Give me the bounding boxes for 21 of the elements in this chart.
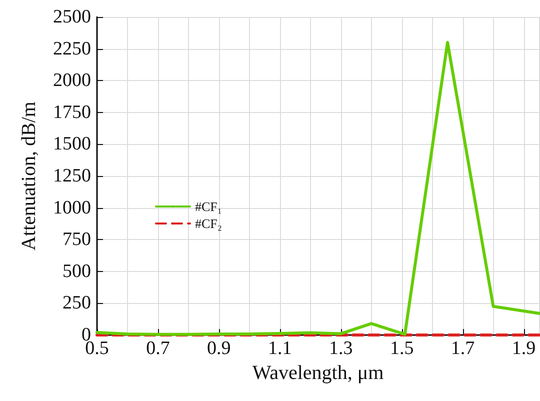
y-tick-label: 1250 [53, 166, 91, 186]
x-tick-label: 0.9 [207, 338, 231, 359]
x-tick-label: 1.5 [390, 338, 414, 359]
y-tick-label: 1000 [53, 197, 91, 218]
y-tick-label: 2500 [53, 6, 91, 28]
x-tick-label: 1.9 [512, 338, 536, 359]
x-axis-title: Wavelength, μm [252, 362, 384, 384]
y-tick-label: 1750 [53, 102, 91, 123]
x-tick-label: 0.7 [146, 338, 170, 359]
legend-label: #CF₂ [195, 216, 222, 231]
y-tick-label: 1500 [53, 134, 91, 155]
y-tick-label: 2250 [53, 38, 91, 60]
x-tick-label: 1.1 [268, 338, 292, 359]
y-axis-title: Attenuation, dB/m [18, 101, 40, 250]
x-tick-label: 1.7 [450, 338, 475, 359]
legend-label: #CF₁ [195, 199, 222, 214]
y-tick-label: 2000 [53, 70, 91, 92]
y-tick-label: 750 [62, 229, 91, 250]
y-tick-label: 250 [62, 292, 91, 314]
y-tick-label: 500 [62, 260, 91, 282]
x-tick-label: 1.3 [328, 338, 353, 359]
